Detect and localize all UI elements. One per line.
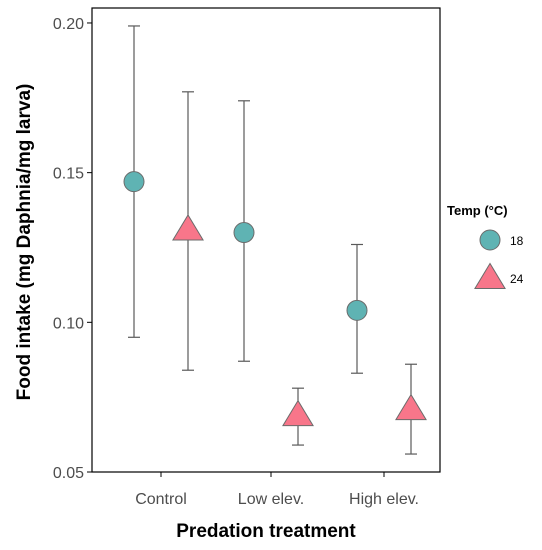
y-tick-label: 0.10 [53,315,84,332]
legend-key-24 [474,262,506,290]
x-tick-label: Control [135,491,187,508]
legend-key-18 [479,229,501,251]
y-tick-label: 0.15 [53,166,84,183]
x-axis-title: Predation treatment [176,521,356,542]
point-24 [395,393,427,421]
data-marks [123,25,427,455]
legend-label-18: 18 [510,234,524,248]
y-tick-label: 0.05 [53,465,84,482]
plot-border [91,7,441,473]
point-24 [172,214,204,241]
legend-title: Temp (°C) [447,203,508,218]
point-18 [346,299,368,321]
y-axis-title: Food intake (mg Daphnia/mg larva) [14,84,35,401]
legend-label-24: 24 [510,272,524,286]
plot-area [91,7,441,473]
point-18 [123,171,145,193]
y-tick-label: 0.20 [53,16,84,33]
x-tick-label: Low elev. [238,491,304,508]
point-24 [282,399,314,427]
point-18 [233,222,255,244]
x-tick-label: High elev. [349,491,419,508]
axes: 0.05 0.10 0.15 0.20 Control Low elev. High ele… [53,16,419,508]
